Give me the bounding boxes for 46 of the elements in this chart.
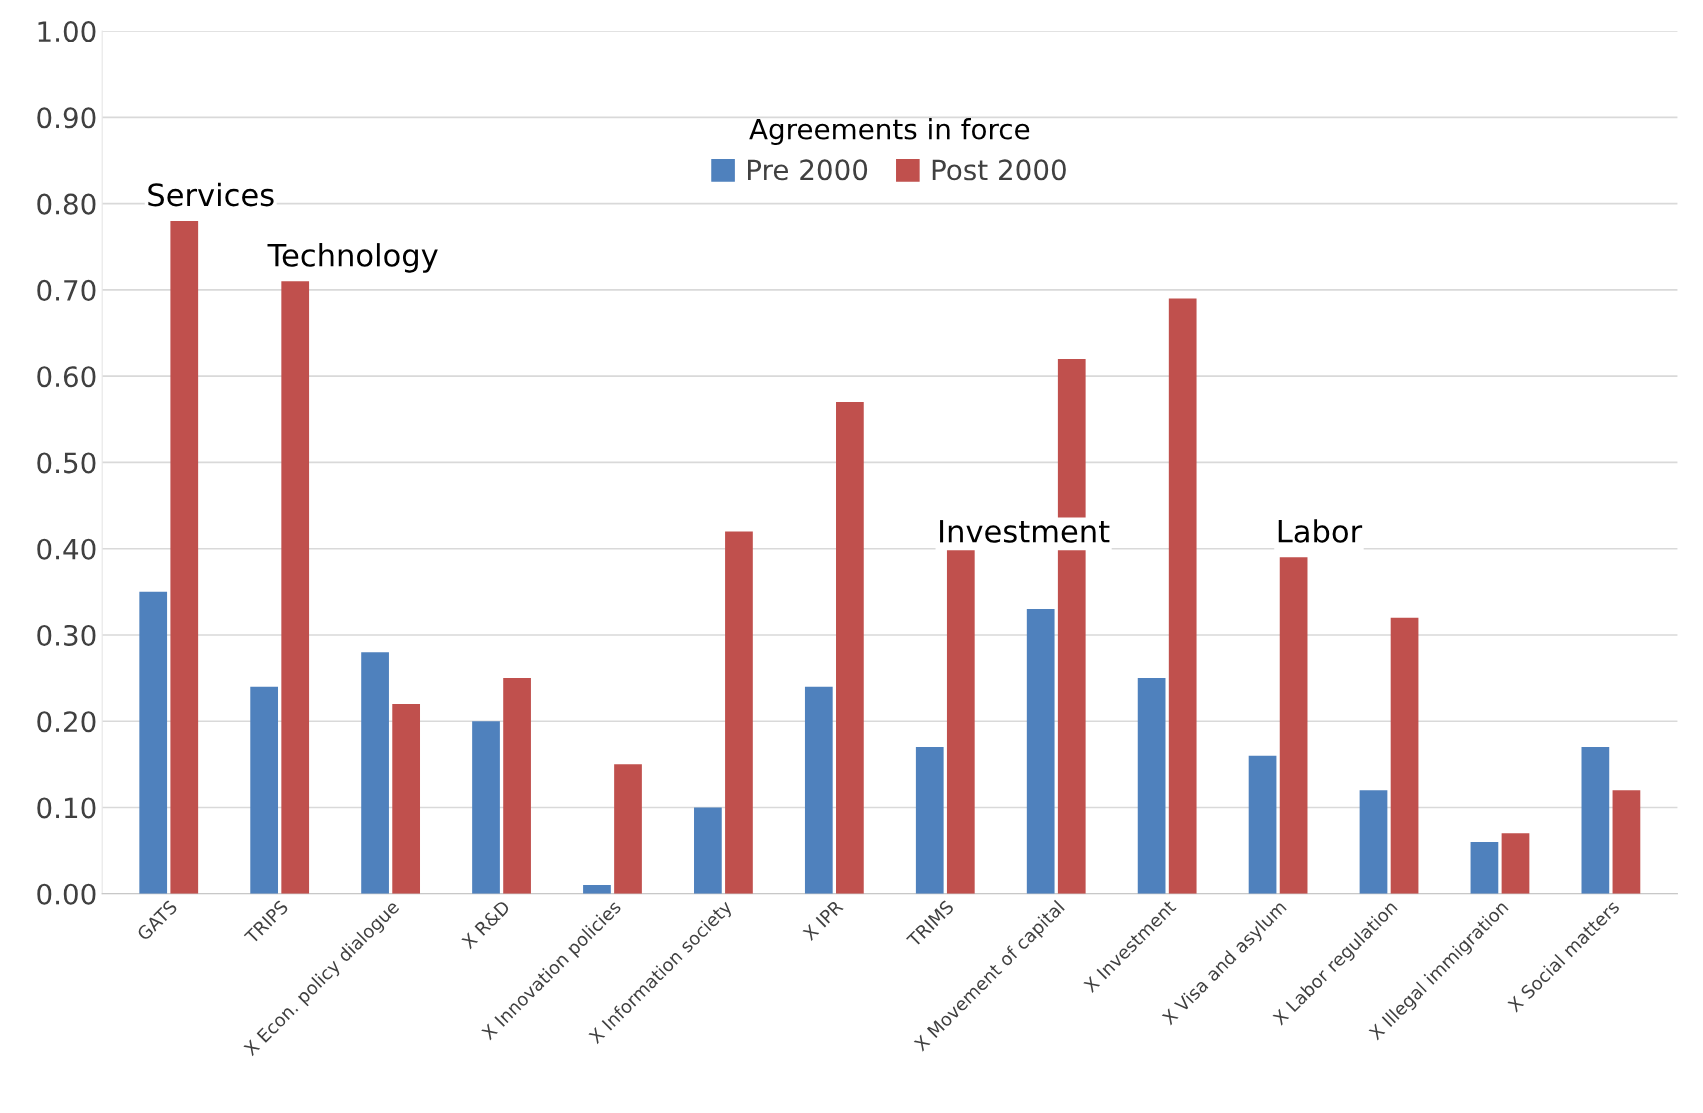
bar xyxy=(1026,609,1055,894)
bar xyxy=(392,703,421,894)
y-tick-label: 0.50 xyxy=(37,452,96,474)
bar xyxy=(1581,747,1610,894)
bar xyxy=(946,548,975,894)
bar xyxy=(804,686,833,894)
bar xyxy=(503,678,531,894)
bar xyxy=(725,531,753,894)
bar xyxy=(361,652,389,894)
bar xyxy=(614,764,642,894)
bar xyxy=(1470,841,1499,894)
legend-label: Pre 2000 xyxy=(748,159,868,181)
y-tick-label: 1.00 xyxy=(38,21,96,43)
y-tick-label: 0.80 xyxy=(37,193,96,215)
legend-title: Agreements in force xyxy=(749,118,1030,145)
bar xyxy=(694,807,722,894)
bar xyxy=(281,281,310,894)
bar xyxy=(1390,617,1419,894)
bar xyxy=(1359,790,1388,894)
annotation: Investment xyxy=(940,520,1110,543)
y-tick-label: 0.20 xyxy=(37,711,96,733)
bar xyxy=(170,220,199,894)
y-tick-label: 0.70 xyxy=(37,279,96,301)
bar xyxy=(1501,833,1530,894)
y-tick-label: 0.00 xyxy=(37,883,96,905)
bar xyxy=(583,885,611,894)
bar xyxy=(836,402,864,894)
bar xyxy=(1248,755,1277,894)
y-tick-label: 0.90 xyxy=(37,107,96,129)
x-tick-label: X IPR xyxy=(801,899,844,942)
bar xyxy=(250,686,279,894)
bar xyxy=(1279,557,1308,894)
y-tick-label: 0.60 xyxy=(37,366,96,388)
bar xyxy=(1612,790,1641,894)
y-tick-label: 0.30 xyxy=(37,624,96,646)
bar xyxy=(472,721,500,894)
annotation: Services xyxy=(148,182,274,207)
bar xyxy=(915,747,944,894)
annotation: Technology xyxy=(267,243,438,273)
bar xyxy=(1137,678,1166,894)
legend-label: Post 2000 xyxy=(932,159,1066,181)
bar xyxy=(139,591,168,894)
bar xyxy=(1168,298,1197,894)
y-tick-label: 0.10 xyxy=(37,797,96,819)
annotation: Labor xyxy=(1278,519,1363,543)
y-tick-label: 0.40 xyxy=(37,538,96,560)
